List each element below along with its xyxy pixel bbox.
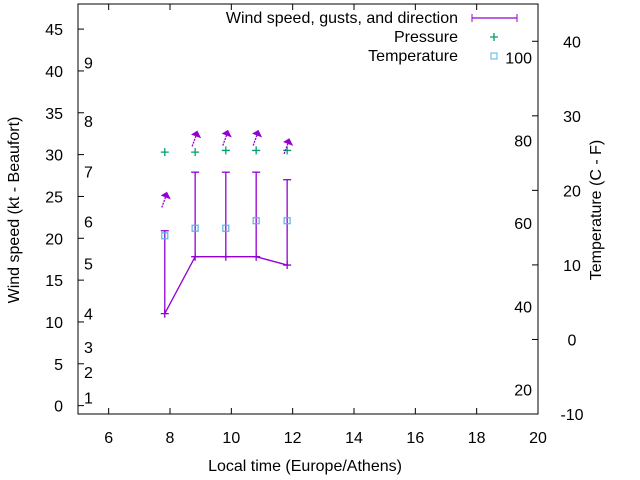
- fahrenheit-label: 20: [514, 382, 532, 399]
- pressure-point: [191, 148, 200, 157]
- fahrenheit-label: 80: [514, 133, 532, 150]
- x-tick-label: 16: [406, 430, 424, 447]
- legend-pressure-marker: [490, 33, 498, 41]
- legend-temperature: Temperature: [368, 48, 458, 65]
- beaufort-label: 9: [84, 56, 93, 73]
- y-tick-label: 5: [54, 357, 63, 374]
- wind-direction-arrow-shaft: [161, 196, 167, 208]
- beaufort-label: 3: [84, 340, 93, 357]
- y-axis-label: Wind speed (kt - Beaufort): [6, 117, 23, 304]
- wind-direction-arrow-head: [160, 191, 171, 200]
- y-tick-label: 45: [45, 22, 63, 39]
- wind-direction-arrow-shaft: [252, 134, 258, 146]
- beaufort-label: 7: [84, 164, 93, 181]
- y2-tick-label: 0: [568, 332, 577, 349]
- y-tick-label: 15: [45, 273, 63, 290]
- temperature-point: [222, 224, 230, 232]
- wind-speed-line: [164, 256, 288, 314]
- y-tick-label: 20: [45, 231, 63, 248]
- wind-direction-arrow-head: [283, 138, 294, 146]
- y2-axis-label: Temperature (C - F): [588, 140, 605, 280]
- x-tick-label: 20: [529, 430, 547, 447]
- wind-direction-arrow-shaft: [222, 134, 228, 146]
- temperature-point: [191, 224, 199, 232]
- temperature-point: [252, 217, 260, 225]
- x-tick-label: 18: [468, 430, 486, 447]
- pressure-point: [160, 148, 169, 157]
- x-axis-label: Local time (Europe/Athens): [208, 458, 402, 475]
- wind-speed-point: [160, 309, 169, 318]
- beaufort-label: 8: [84, 114, 93, 131]
- wind-speed-point: [252, 252, 261, 261]
- y-tick-label: 10: [45, 315, 63, 332]
- legend-pressure: Pressure: [394, 29, 458, 46]
- legend-wind: Wind speed, gusts, and direction: [226, 10, 458, 27]
- beaufort-label: 5: [84, 256, 93, 273]
- beaufort-label: 1: [84, 390, 93, 407]
- plot-frame: [77, 3, 539, 415]
- wind-direction-arrow-shaft: [191, 135, 197, 147]
- temperature-point: [283, 217, 291, 225]
- wind-direction-arrow-shaft: [283, 142, 289, 155]
- beaufort-label: 2: [84, 365, 93, 382]
- y2-tick-label: 40: [563, 34, 581, 51]
- x-tick-label: 12: [284, 430, 302, 447]
- wind-direction-arrow-head: [221, 129, 232, 138]
- beaufort-label: 6: [84, 215, 93, 232]
- y2-tick-label: 30: [563, 109, 581, 126]
- wind-direction-arrow-head: [252, 129, 263, 138]
- wind-direction-arrow-head: [191, 130, 202, 139]
- x-tick-label: 6: [104, 430, 113, 447]
- pressure-point: [283, 146, 292, 155]
- fahrenheit-label: 100: [505, 51, 532, 68]
- pressure-point: [221, 146, 230, 155]
- fahrenheit-label: 60: [514, 216, 532, 233]
- y2-tick-label: -10: [560, 407, 583, 424]
- x-tick-label: 8: [166, 430, 175, 447]
- y-tick-label: 35: [45, 106, 63, 123]
- y-tick-label: 0: [54, 399, 63, 416]
- legend-temperature-marker: [490, 52, 498, 60]
- x-tick-label: 10: [222, 430, 240, 447]
- temperature-point: [161, 232, 169, 240]
- y-tick-label: 25: [45, 189, 63, 206]
- pressure-point: [252, 146, 261, 155]
- y-tick-label: 40: [45, 64, 63, 81]
- y2-tick-label: 20: [563, 183, 581, 200]
- x-tick-label: 14: [345, 430, 363, 447]
- wind-speed-point: [283, 261, 292, 270]
- beaufort-label: 4: [84, 307, 93, 324]
- wind-speed-point: [221, 252, 230, 261]
- y2-tick-label: 10: [563, 258, 581, 275]
- wind-speed-point: [191, 252, 200, 261]
- y-tick-label: 30: [45, 148, 63, 165]
- fahrenheit-label: 40: [514, 300, 532, 317]
